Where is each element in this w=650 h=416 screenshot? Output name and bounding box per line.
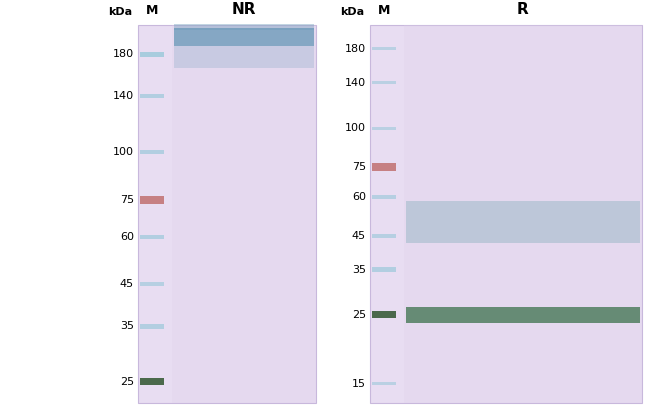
Text: kDa: kDa <box>108 7 132 17</box>
Bar <box>372 47 396 50</box>
Text: 75: 75 <box>120 195 134 205</box>
Bar <box>140 378 164 385</box>
Bar <box>406 307 640 323</box>
Text: 15: 15 <box>352 379 366 389</box>
Bar <box>372 195 396 199</box>
Bar <box>372 81 396 84</box>
Bar <box>372 163 396 171</box>
Text: 60: 60 <box>352 192 366 202</box>
Bar <box>372 312 396 318</box>
Text: 25: 25 <box>352 310 366 320</box>
Text: NR: NR <box>232 2 256 17</box>
Text: 140: 140 <box>113 91 134 101</box>
Bar <box>370 25 642 403</box>
Bar <box>140 52 164 57</box>
Text: 100: 100 <box>113 147 134 157</box>
Text: 140: 140 <box>345 78 366 88</box>
Bar <box>372 382 396 385</box>
Text: 180: 180 <box>113 50 134 59</box>
Text: 35: 35 <box>352 265 366 275</box>
Bar <box>174 28 314 46</box>
Text: M: M <box>146 4 158 17</box>
Bar <box>140 282 164 286</box>
Bar <box>172 25 316 403</box>
Bar <box>138 25 316 403</box>
Text: 60: 60 <box>120 232 134 242</box>
Text: R: R <box>517 2 529 17</box>
Bar <box>140 235 164 239</box>
Bar <box>140 94 164 98</box>
Text: 35: 35 <box>120 321 134 331</box>
Text: 100: 100 <box>345 123 366 133</box>
Text: 45: 45 <box>120 279 134 290</box>
Bar <box>372 234 396 238</box>
Bar <box>372 267 396 272</box>
Bar <box>404 25 642 403</box>
Text: kDa: kDa <box>340 7 364 17</box>
Text: 75: 75 <box>352 162 366 172</box>
Text: 25: 25 <box>120 377 134 387</box>
Text: M: M <box>378 4 390 17</box>
Bar <box>140 324 164 329</box>
Bar <box>140 196 164 204</box>
Bar <box>406 201 640 243</box>
Bar <box>140 150 164 154</box>
Bar <box>174 46 314 68</box>
Text: 45: 45 <box>352 231 366 241</box>
Bar <box>372 126 396 130</box>
Bar <box>174 24 314 30</box>
Text: 180: 180 <box>345 44 366 54</box>
